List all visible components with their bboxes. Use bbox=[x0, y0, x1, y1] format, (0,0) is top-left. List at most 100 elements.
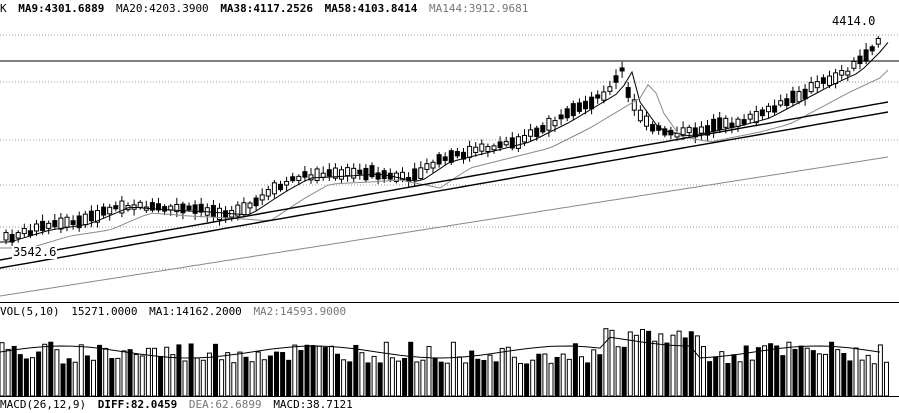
vol-value: 15271.0000 bbox=[71, 305, 138, 318]
candle-up bbox=[875, 38, 881, 45]
volume-ma-line bbox=[0, 336, 881, 359]
candle-up bbox=[271, 182, 277, 195]
candle-up bbox=[698, 126, 704, 134]
candle-up bbox=[601, 91, 607, 101]
kline-chart[interactable] bbox=[0, 16, 899, 302]
candle-down bbox=[442, 156, 448, 161]
candle-up bbox=[833, 72, 839, 85]
volume-bar-down bbox=[84, 355, 90, 396]
candle-up bbox=[64, 216, 70, 228]
volume-bar-down bbox=[335, 353, 340, 396]
volume-bar-down bbox=[554, 356, 560, 396]
macd-dea: DEA:62.6899 bbox=[188, 398, 262, 411]
volume-bar-down bbox=[536, 353, 542, 396]
macd-prefix: MACD(26,12,9) bbox=[0, 398, 87, 411]
candle-up bbox=[284, 181, 290, 186]
candle-down bbox=[76, 215, 82, 229]
candle-down bbox=[52, 220, 58, 228]
volume-bar-up bbox=[194, 357, 200, 396]
volume-bar-up bbox=[414, 361, 420, 396]
candle-up bbox=[796, 91, 802, 103]
volume-bar-down bbox=[377, 362, 383, 396]
volume-bar-up bbox=[804, 347, 810, 396]
candle-up bbox=[680, 127, 686, 136]
volume-bar-down bbox=[48, 341, 54, 396]
volume-bar-up bbox=[670, 334, 676, 396]
volume-bar-down bbox=[298, 349, 304, 396]
volume-bar-down bbox=[109, 358, 115, 396]
volume-bar-up bbox=[865, 354, 871, 396]
candle-down bbox=[650, 124, 656, 132]
volume-bar-up bbox=[877, 344, 883, 396]
candle-down bbox=[88, 210, 94, 222]
volume-bar-up bbox=[603, 328, 609, 396]
volume-bar-down bbox=[798, 345, 804, 396]
candle-down bbox=[619, 67, 625, 72]
volume-bar-down bbox=[731, 354, 737, 396]
ma9-label: MA9:4301.6889 bbox=[18, 2, 105, 15]
candle-down bbox=[576, 102, 582, 112]
volume-bar-up bbox=[835, 349, 841, 396]
candle-up bbox=[851, 60, 857, 69]
volume-bar-up bbox=[560, 353, 566, 396]
candle-down bbox=[156, 203, 161, 211]
candle-down bbox=[180, 203, 186, 214]
candle-up bbox=[735, 118, 741, 127]
candle-down bbox=[101, 206, 107, 216]
candle-down bbox=[290, 176, 296, 182]
ma9-line bbox=[0, 42, 889, 243]
volume-bar-down bbox=[682, 337, 688, 396]
volume-bar-up bbox=[72, 361, 78, 396]
candle-down bbox=[558, 114, 564, 120]
volume-bar-down bbox=[60, 363, 66, 396]
volume-bar-down bbox=[438, 361, 444, 396]
ma38-label: MA38:4117.2526 bbox=[220, 2, 314, 15]
ma58-label: MA58:4103.8414 bbox=[324, 2, 418, 15]
candle-down bbox=[149, 202, 155, 211]
candle-down bbox=[662, 128, 668, 136]
candle-down bbox=[741, 119, 747, 125]
candle-down bbox=[820, 77, 826, 84]
candle-down bbox=[113, 205, 119, 210]
volume-bar-up bbox=[871, 363, 877, 396]
volume-bar-down bbox=[11, 345, 17, 396]
candle-down bbox=[412, 168, 418, 181]
volume-bar-down bbox=[469, 350, 475, 396]
volume-bar-up bbox=[170, 354, 176, 396]
volume-bar-down bbox=[66, 358, 72, 396]
volume-bar-down bbox=[304, 344, 310, 396]
candle-up bbox=[320, 172, 326, 178]
candle-down bbox=[711, 118, 717, 132]
volume-bar-down bbox=[774, 345, 780, 396]
volume-bar-up bbox=[542, 353, 548, 396]
volume-bar-down bbox=[322, 347, 328, 396]
volume-bar-up bbox=[505, 346, 511, 396]
candle-down bbox=[613, 75, 619, 83]
macd-diff: DIFF:82.0459 bbox=[97, 398, 178, 411]
ma38-line bbox=[0, 101, 889, 261]
volume-bar-up bbox=[54, 349, 60, 396]
volume-bar-down bbox=[829, 341, 835, 396]
candle-down bbox=[369, 165, 375, 178]
candle-down bbox=[192, 204, 198, 214]
volume-bar-up bbox=[853, 347, 859, 396]
volume-bar-up bbox=[182, 360, 188, 396]
candle-down bbox=[564, 108, 570, 119]
volume-bar-down bbox=[286, 359, 292, 396]
candle-down bbox=[210, 205, 216, 217]
volume-bar-down bbox=[213, 343, 218, 396]
volume-bar-up bbox=[316, 345, 322, 396]
candle-up bbox=[241, 202, 247, 216]
volume-bar-up bbox=[115, 357, 121, 396]
candle-up bbox=[485, 145, 491, 153]
volume-bar-up bbox=[383, 341, 389, 396]
volume-bar-up bbox=[359, 352, 365, 396]
volume-bar-up bbox=[530, 359, 536, 396]
volume-chart[interactable] bbox=[0, 320, 899, 396]
candle-up bbox=[753, 111, 759, 124]
candle-up bbox=[607, 86, 613, 92]
volume-bar-up bbox=[420, 359, 426, 396]
volume-bar-down bbox=[267, 355, 273, 396]
volume-bar-down bbox=[402, 357, 408, 396]
candle-up bbox=[522, 134, 527, 143]
